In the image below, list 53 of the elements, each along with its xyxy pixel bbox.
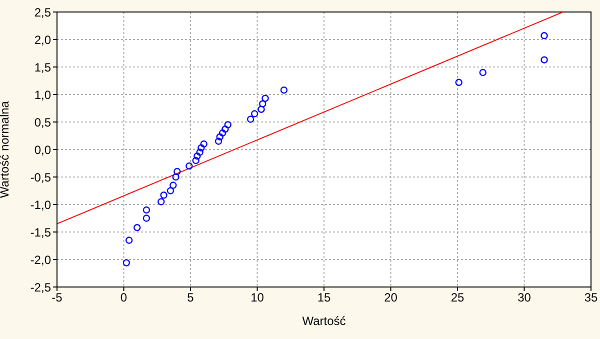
point [280, 86, 288, 94]
point [455, 78, 462, 86]
point [250, 110, 258, 118]
point [222, 126, 229, 133]
point [262, 94, 269, 102]
point [224, 121, 232, 128]
point [166, 187, 174, 194]
point [540, 32, 548, 40]
y-tick-label: 2,0 [34, 32, 52, 47]
x-tick-label: 0 [120, 290, 128, 305]
x-tick-label: 20 [384, 290, 398, 305]
point [216, 133, 224, 140]
x-tick-label: 5 [187, 290, 194, 305]
x-tick-label: 25 [450, 290, 464, 305]
y-tick-label: 1,5 [34, 60, 52, 74]
x-tick-label: 35 [584, 290, 598, 305]
y-tick-label: -2,0 [30, 252, 52, 267]
y-tick-label: -1,0 [30, 198, 52, 212]
point [186, 162, 193, 170]
point [142, 214, 150, 222]
y-tick-label: 0,0 [34, 142, 52, 157]
y-tick-label: 1,0 [34, 88, 52, 102]
y-tick-label: -2,5 [30, 280, 52, 294]
point [158, 198, 165, 206]
point [174, 168, 181, 176]
y-tick-label: -0,5 [30, 170, 52, 184]
y-tick-label: 2,5 [34, 5, 52, 20]
point [196, 148, 204, 156]
point [134, 224, 141, 232]
point [160, 192, 168, 199]
point [479, 68, 486, 76]
point [172, 173, 180, 181]
y-tick-label: -1,5 [30, 225, 52, 240]
point [258, 106, 265, 113]
point [200, 140, 208, 148]
point [170, 182, 177, 189]
point [214, 138, 222, 145]
point [218, 129, 226, 137]
point [122, 259, 130, 266]
x-axis-title: Wartość [302, 314, 346, 328]
x-tick-label: 10 [250, 290, 264, 305]
x-tick-label: 15 [317, 290, 331, 305]
point [194, 152, 201, 160]
point [246, 116, 254, 123]
x-tick-label: 30 [518, 290, 532, 305]
point [142, 206, 150, 214]
x-tick-label: -5 [52, 290, 63, 305]
point [125, 236, 133, 244]
y-tick-label: 0,5 [34, 115, 52, 130]
point [198, 144, 205, 152]
point [540, 56, 548, 64]
point [192, 156, 200, 164]
point [258, 100, 266, 108]
